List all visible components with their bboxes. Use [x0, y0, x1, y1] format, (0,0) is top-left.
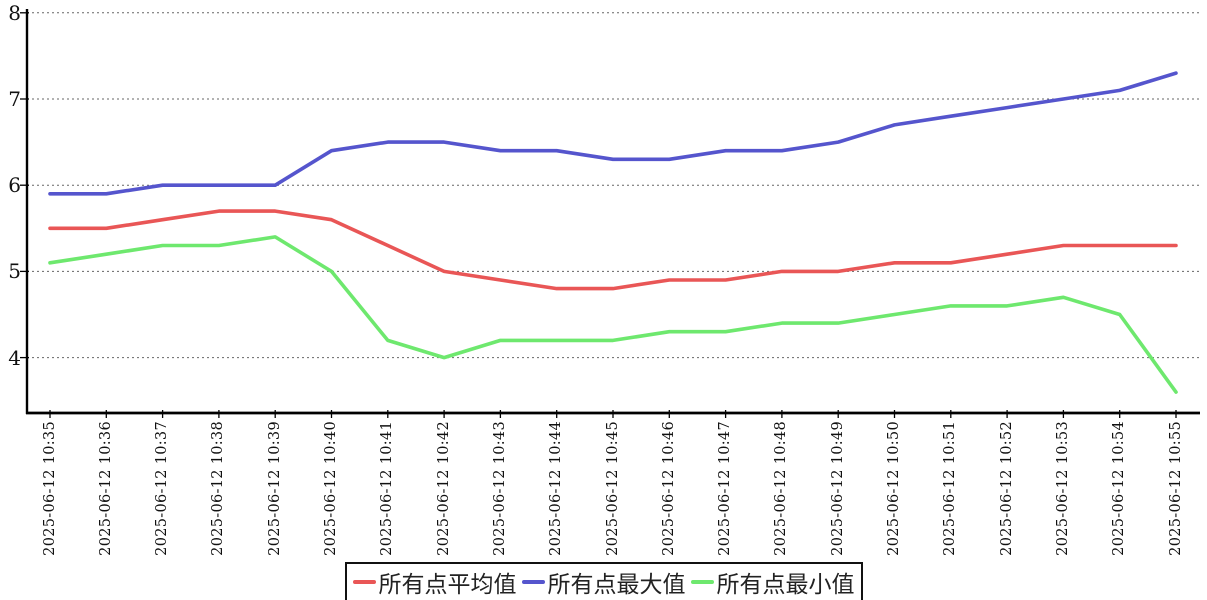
- x-tick-label: 2025-06-12 10:48: [773, 421, 790, 556]
- series-line-所有点平均值: [48, 209, 1178, 291]
- y-tick-label: 5: [8, 259, 21, 284]
- x-tick-label: 2025-06-12 10:36: [97, 421, 114, 556]
- y-tick-label: 6: [8, 173, 21, 198]
- x-tick-label: 2025-06-12 10:49: [829, 421, 846, 556]
- x-tick-label: 2025-06-12 10:37: [154, 421, 171, 556]
- series-line-所有点最小值: [48, 235, 1178, 394]
- x-tick-label: 2025-06-12 10:54: [1111, 421, 1128, 556]
- x-tick-label: 2025-06-12 10:46: [660, 421, 677, 556]
- x-tick-label: 2025-06-12 10:35: [41, 421, 58, 556]
- legend: 所有点平均值 所有点最大值 所有点最小值: [344, 562, 863, 600]
- x-tick-label: 2025-06-12 10:53: [1054, 421, 1071, 556]
- legend-item-average: 所有点平均值: [352, 565, 517, 599]
- y-tick-label: 8: [8, 0, 21, 25]
- x-tick-label: 2025-06-12 10:41: [379, 421, 396, 556]
- x-tick-label: 2025-06-12 10:40: [323, 421, 339, 556]
- x-tick-label: 2025-06-12 10:44: [548, 421, 565, 556]
- x-tick-label: 2025-06-12 10:51: [942, 421, 959, 556]
- legend-label-min: 所有点最小值: [716, 572, 855, 598]
- x-tick-label: 2025-06-12 10:43: [491, 421, 508, 556]
- max-line-swatch-icon: [521, 580, 545, 584]
- x-tick-label: 2025-06-12 10:47: [717, 421, 734, 556]
- y-tick-label: 7: [8, 87, 21, 111]
- x-tick-label: 2025-06-12 10:55: [1167, 421, 1184, 556]
- series-line-所有点最大值: [48, 71, 1178, 196]
- min-line-swatch-icon: [690, 580, 714, 584]
- y-tick-label: 4: [8, 345, 21, 370]
- x-tick-label: 2025-06-12 10:52: [998, 421, 1015, 556]
- x-tick-label: 2025-06-12 10:45: [604, 421, 621, 556]
- legend-label-average: 所有点平均值: [378, 572, 517, 598]
- legend-item-min: 所有点最小值: [686, 565, 855, 599]
- x-tick-label: 2025-06-12 10:38: [210, 421, 227, 556]
- legend-item-max: 所有点最大值: [517, 565, 686, 599]
- legend-label-max: 所有点最大值: [547, 572, 686, 598]
- x-tick-label: 2025-06-12 10:50: [886, 421, 902, 556]
- x-tick-label: 2025-06-12 10:42: [435, 421, 452, 556]
- average-line-swatch-icon: [352, 580, 376, 584]
- x-tick-label: 2025-06-12 10:39: [266, 421, 283, 556]
